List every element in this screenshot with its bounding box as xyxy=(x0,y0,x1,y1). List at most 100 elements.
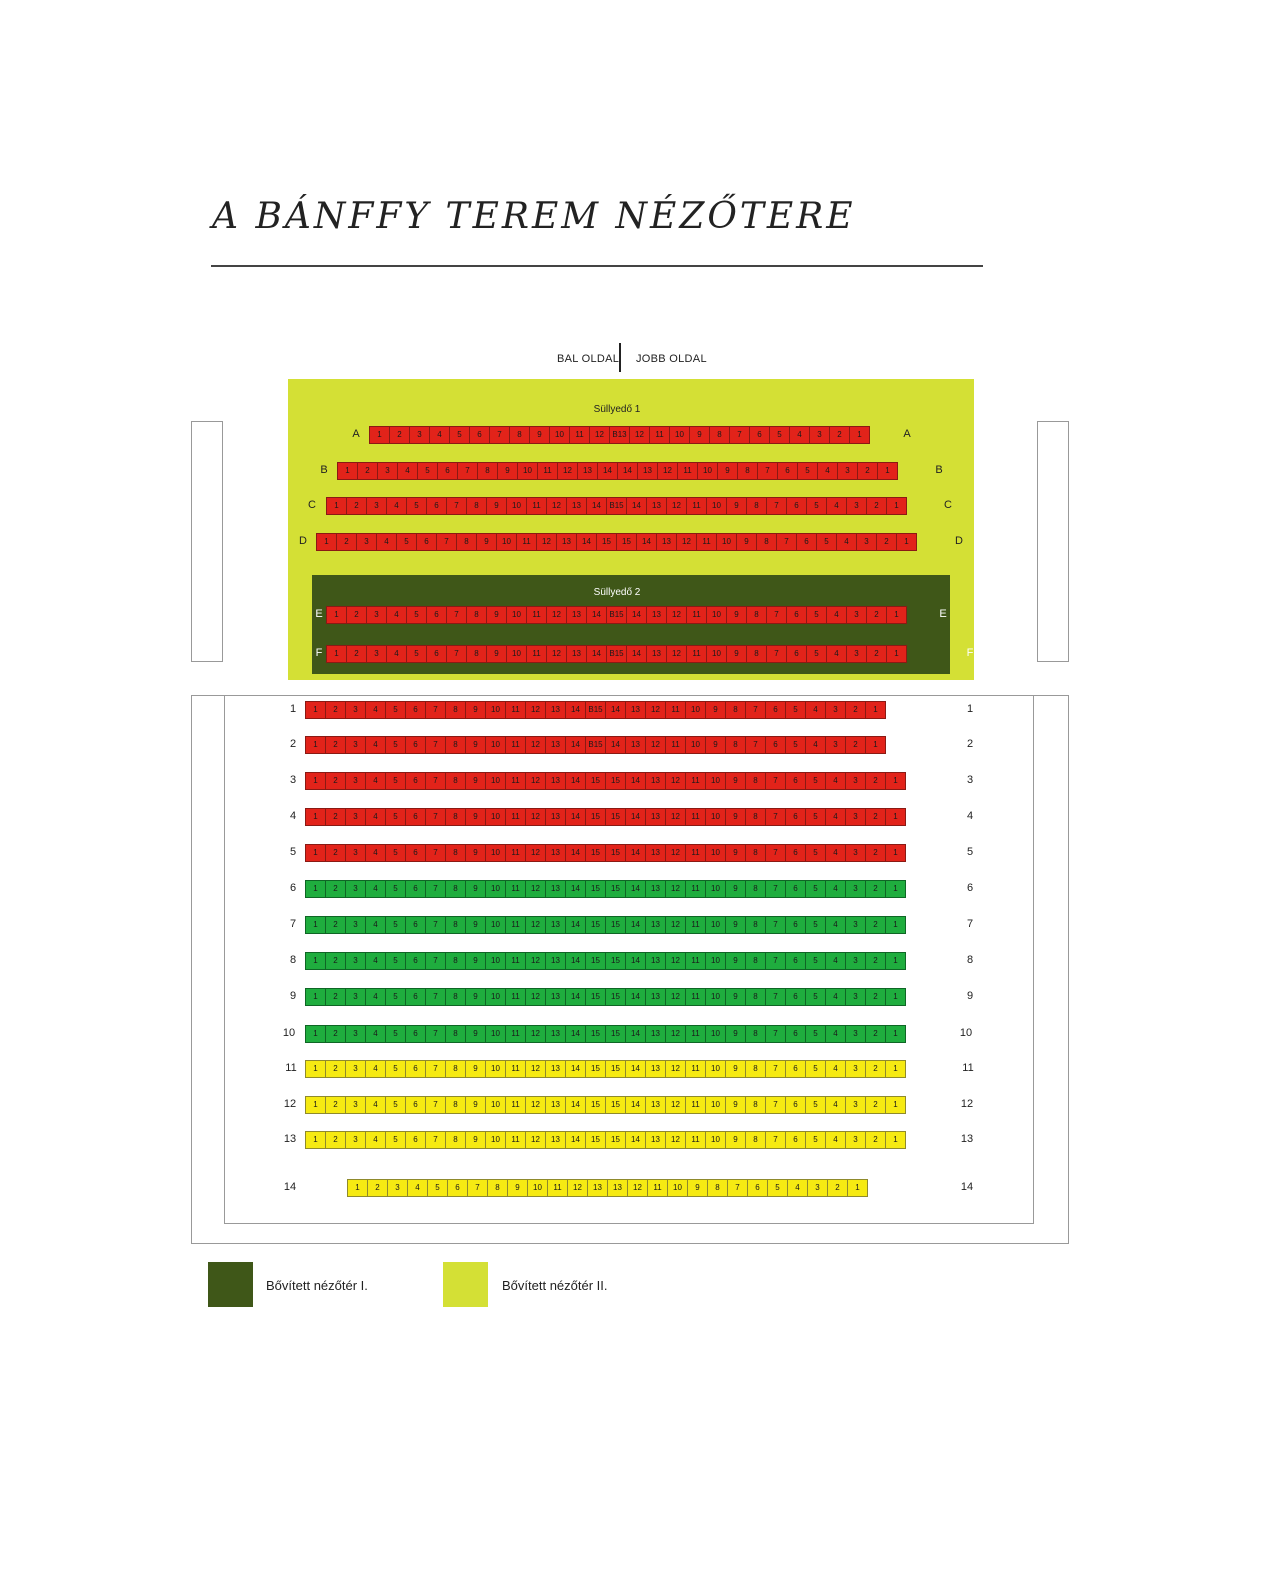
seat[interactable]: 11 xyxy=(686,497,707,515)
seat[interactable]: 13 xyxy=(645,916,666,934)
seat[interactable]: 12 xyxy=(546,645,567,663)
seat[interactable]: 6 xyxy=(786,497,807,515)
seat[interactable]: 4 xyxy=(825,952,846,970)
seat[interactable]: 3 xyxy=(409,426,430,444)
seat[interactable]: 14 xyxy=(625,916,646,934)
seat[interactable]: 3 xyxy=(845,1131,866,1149)
seat[interactable]: 2 xyxy=(865,988,886,1006)
seat[interactable]: 5 xyxy=(805,808,826,826)
seat[interactable]: 2 xyxy=(357,462,378,480)
seat[interactable]: 14 xyxy=(597,462,618,480)
seat[interactable]: 11 xyxy=(665,736,686,754)
seat[interactable]: 8 xyxy=(445,701,466,719)
seat[interactable]: B15 xyxy=(585,701,606,719)
seat[interactable]: 10 xyxy=(485,736,506,754)
seat[interactable]: 2 xyxy=(325,1025,346,1043)
seat[interactable]: 12 xyxy=(525,1131,546,1149)
seat[interactable]: 8 xyxy=(445,1131,466,1149)
seat[interactable]: 8 xyxy=(466,497,487,515)
seat[interactable]: 10 xyxy=(485,916,506,934)
seat[interactable]: 7 xyxy=(425,1096,446,1114)
seat[interactable]: 10 xyxy=(517,462,538,480)
seat[interactable]: 14 xyxy=(625,772,646,790)
seat[interactable]: 11 xyxy=(505,880,526,898)
seat[interactable]: 12 xyxy=(525,701,546,719)
seat[interactable]: 14 xyxy=(565,988,586,1006)
seat[interactable]: 13 xyxy=(645,1060,666,1078)
seat[interactable]: 8 xyxy=(445,988,466,1006)
seat[interactable]: 3 xyxy=(356,533,377,551)
seat[interactable]: 5 xyxy=(805,1131,826,1149)
seat[interactable]: 8 xyxy=(745,1025,766,1043)
seat[interactable]: 7 xyxy=(765,1060,786,1078)
seat[interactable]: 6 xyxy=(765,701,786,719)
seat[interactable]: 13 xyxy=(545,772,566,790)
seat[interactable]: 12 xyxy=(525,1025,546,1043)
seat[interactable]: 13 xyxy=(645,1025,666,1043)
seat[interactable]: 5 xyxy=(806,606,827,624)
seat[interactable]: 3 xyxy=(345,1060,366,1078)
seat[interactable]: 8 xyxy=(745,1131,766,1149)
seat[interactable]: 1 xyxy=(877,462,898,480)
seat[interactable]: 11 xyxy=(685,1025,706,1043)
seat[interactable]: 13 xyxy=(556,533,577,551)
seat[interactable]: 4 xyxy=(365,1025,386,1043)
seat[interactable]: 5 xyxy=(797,462,818,480)
seat[interactable]: 10 xyxy=(685,736,706,754)
seat[interactable]: 13 xyxy=(646,645,667,663)
seat[interactable]: 14 xyxy=(565,916,586,934)
seat[interactable]: 7 xyxy=(489,426,510,444)
seat[interactable]: 14 xyxy=(565,1131,586,1149)
seat[interactable]: 9 xyxy=(476,533,497,551)
seat[interactable]: 9 xyxy=(725,952,746,970)
seat[interactable]: 6 xyxy=(426,606,447,624)
seat[interactable]: 7 xyxy=(425,808,446,826)
seat[interactable]: 14 xyxy=(626,645,647,663)
seat[interactable]: 15 xyxy=(605,916,626,934)
seat[interactable]: 7 xyxy=(765,952,786,970)
seat[interactable]: 7 xyxy=(727,1179,748,1197)
seat[interactable]: 8 xyxy=(445,736,466,754)
seat[interactable]: 14 xyxy=(565,808,586,826)
seat[interactable]: 7 xyxy=(729,426,750,444)
seat[interactable]: 1 xyxy=(369,426,390,444)
seat[interactable]: 4 xyxy=(825,880,846,898)
seat[interactable]: 7 xyxy=(467,1179,488,1197)
seat[interactable]: 1 xyxy=(326,645,347,663)
seat[interactable]: 8 xyxy=(745,988,766,1006)
seat[interactable]: 2 xyxy=(325,772,346,790)
seat[interactable]: 10 xyxy=(706,645,727,663)
seat[interactable]: 4 xyxy=(825,916,846,934)
seat[interactable]: 13 xyxy=(646,497,667,515)
seat[interactable]: 12 xyxy=(525,1096,546,1114)
seat[interactable]: 5 xyxy=(406,645,427,663)
seat[interactable]: 12 xyxy=(546,497,567,515)
seat[interactable]: 3 xyxy=(845,880,866,898)
seat[interactable]: 3 xyxy=(845,1025,866,1043)
seat[interactable]: 9 xyxy=(736,533,757,551)
seat[interactable]: 3 xyxy=(345,808,366,826)
seat[interactable]: 10 xyxy=(485,1025,506,1043)
seat[interactable]: 14 xyxy=(626,497,647,515)
seat[interactable]: 12 xyxy=(666,497,687,515)
seat[interactable]: 6 xyxy=(785,1131,806,1149)
seat[interactable]: 5 xyxy=(427,1179,448,1197)
seat[interactable]: 10 xyxy=(705,880,726,898)
seat[interactable]: 5 xyxy=(385,1131,406,1149)
seat[interactable]: 2 xyxy=(346,645,367,663)
seat[interactable]: 6 xyxy=(405,880,426,898)
seat[interactable]: 4 xyxy=(825,772,846,790)
seat[interactable]: 2 xyxy=(325,988,346,1006)
seat[interactable]: 1 xyxy=(337,462,358,480)
seat[interactable]: 15 xyxy=(605,1096,626,1114)
seat[interactable]: 7 xyxy=(457,462,478,480)
seat[interactable]: 7 xyxy=(745,701,766,719)
seat[interactable]: 5 xyxy=(385,701,406,719)
seat[interactable]: 7 xyxy=(765,844,786,862)
seat[interactable]: 10 xyxy=(485,988,506,1006)
seat[interactable]: 1 xyxy=(885,1025,906,1043)
seat[interactable]: 7 xyxy=(425,736,446,754)
seat[interactable]: 3 xyxy=(345,988,366,1006)
seat[interactable]: B15 xyxy=(585,736,606,754)
seat[interactable]: 14 xyxy=(565,844,586,862)
